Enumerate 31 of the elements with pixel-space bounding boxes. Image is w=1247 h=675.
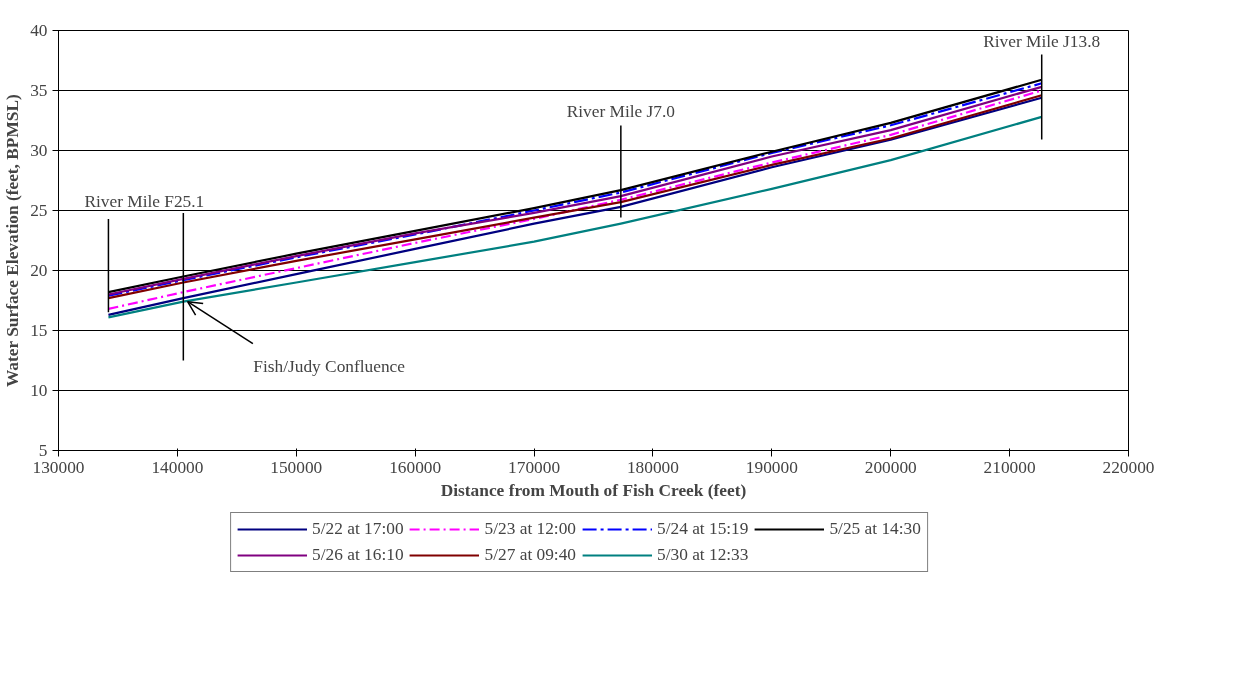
legend-label: River Mile F25.1	[84, 192, 205, 212]
y-tick-label: 25	[30, 201, 48, 220]
legend-label: 5/25 at 14:30	[829, 519, 921, 539]
x-tick-label: 210000	[983, 457, 1036, 477]
legend-label: 5/26 at 16:10	[312, 545, 404, 565]
y-tick-label: 40	[30, 21, 48, 40]
x-tick-label: 170000	[508, 457, 561, 477]
x-tick-label: 150000	[270, 457, 323, 477]
x-tick-label: 140000	[151, 457, 204, 477]
legend-label: 5/24 at 15:19	[657, 519, 749, 539]
x-tick-label: 130000	[32, 457, 85, 477]
x-tick-label: 180000	[626, 457, 679, 477]
x-tick-label: 200000	[864, 457, 917, 477]
ref-line-label: Fish/Judy Confluence	[253, 356, 406, 376]
ref-line-label: River Mile J13.8	[983, 31, 1101, 51]
x-axis-title: Distance from Mouth of Fish Creek (feet)	[440, 480, 747, 500]
y-axis-title: Water Surface Elevation (feet, BPMSL)	[3, 94, 23, 388]
y-tick-label: 5	[38, 441, 48, 460]
legend-label: 5/27 at 09:40	[484, 545, 576, 565]
y-tick-label: 15	[30, 321, 48, 340]
legend-label: 5/30 at 12:33	[657, 545, 749, 565]
x-tick-label: 220000	[1102, 457, 1155, 477]
y-tick-label: 20	[30, 261, 48, 280]
y-tick-label: 35	[30, 81, 48, 100]
ref-line-label: River Mile J7.0	[566, 102, 675, 122]
x-tick-label: 160000	[389, 457, 442, 477]
legend-label: 5/22 at 17:00	[312, 519, 404, 539]
y-tick-label: 10	[30, 381, 48, 400]
legend-label: 5/23 at 12:00	[484, 519, 576, 539]
y-tick-label: 30	[30, 141, 48, 160]
x-tick-label: 190000	[745, 457, 798, 477]
